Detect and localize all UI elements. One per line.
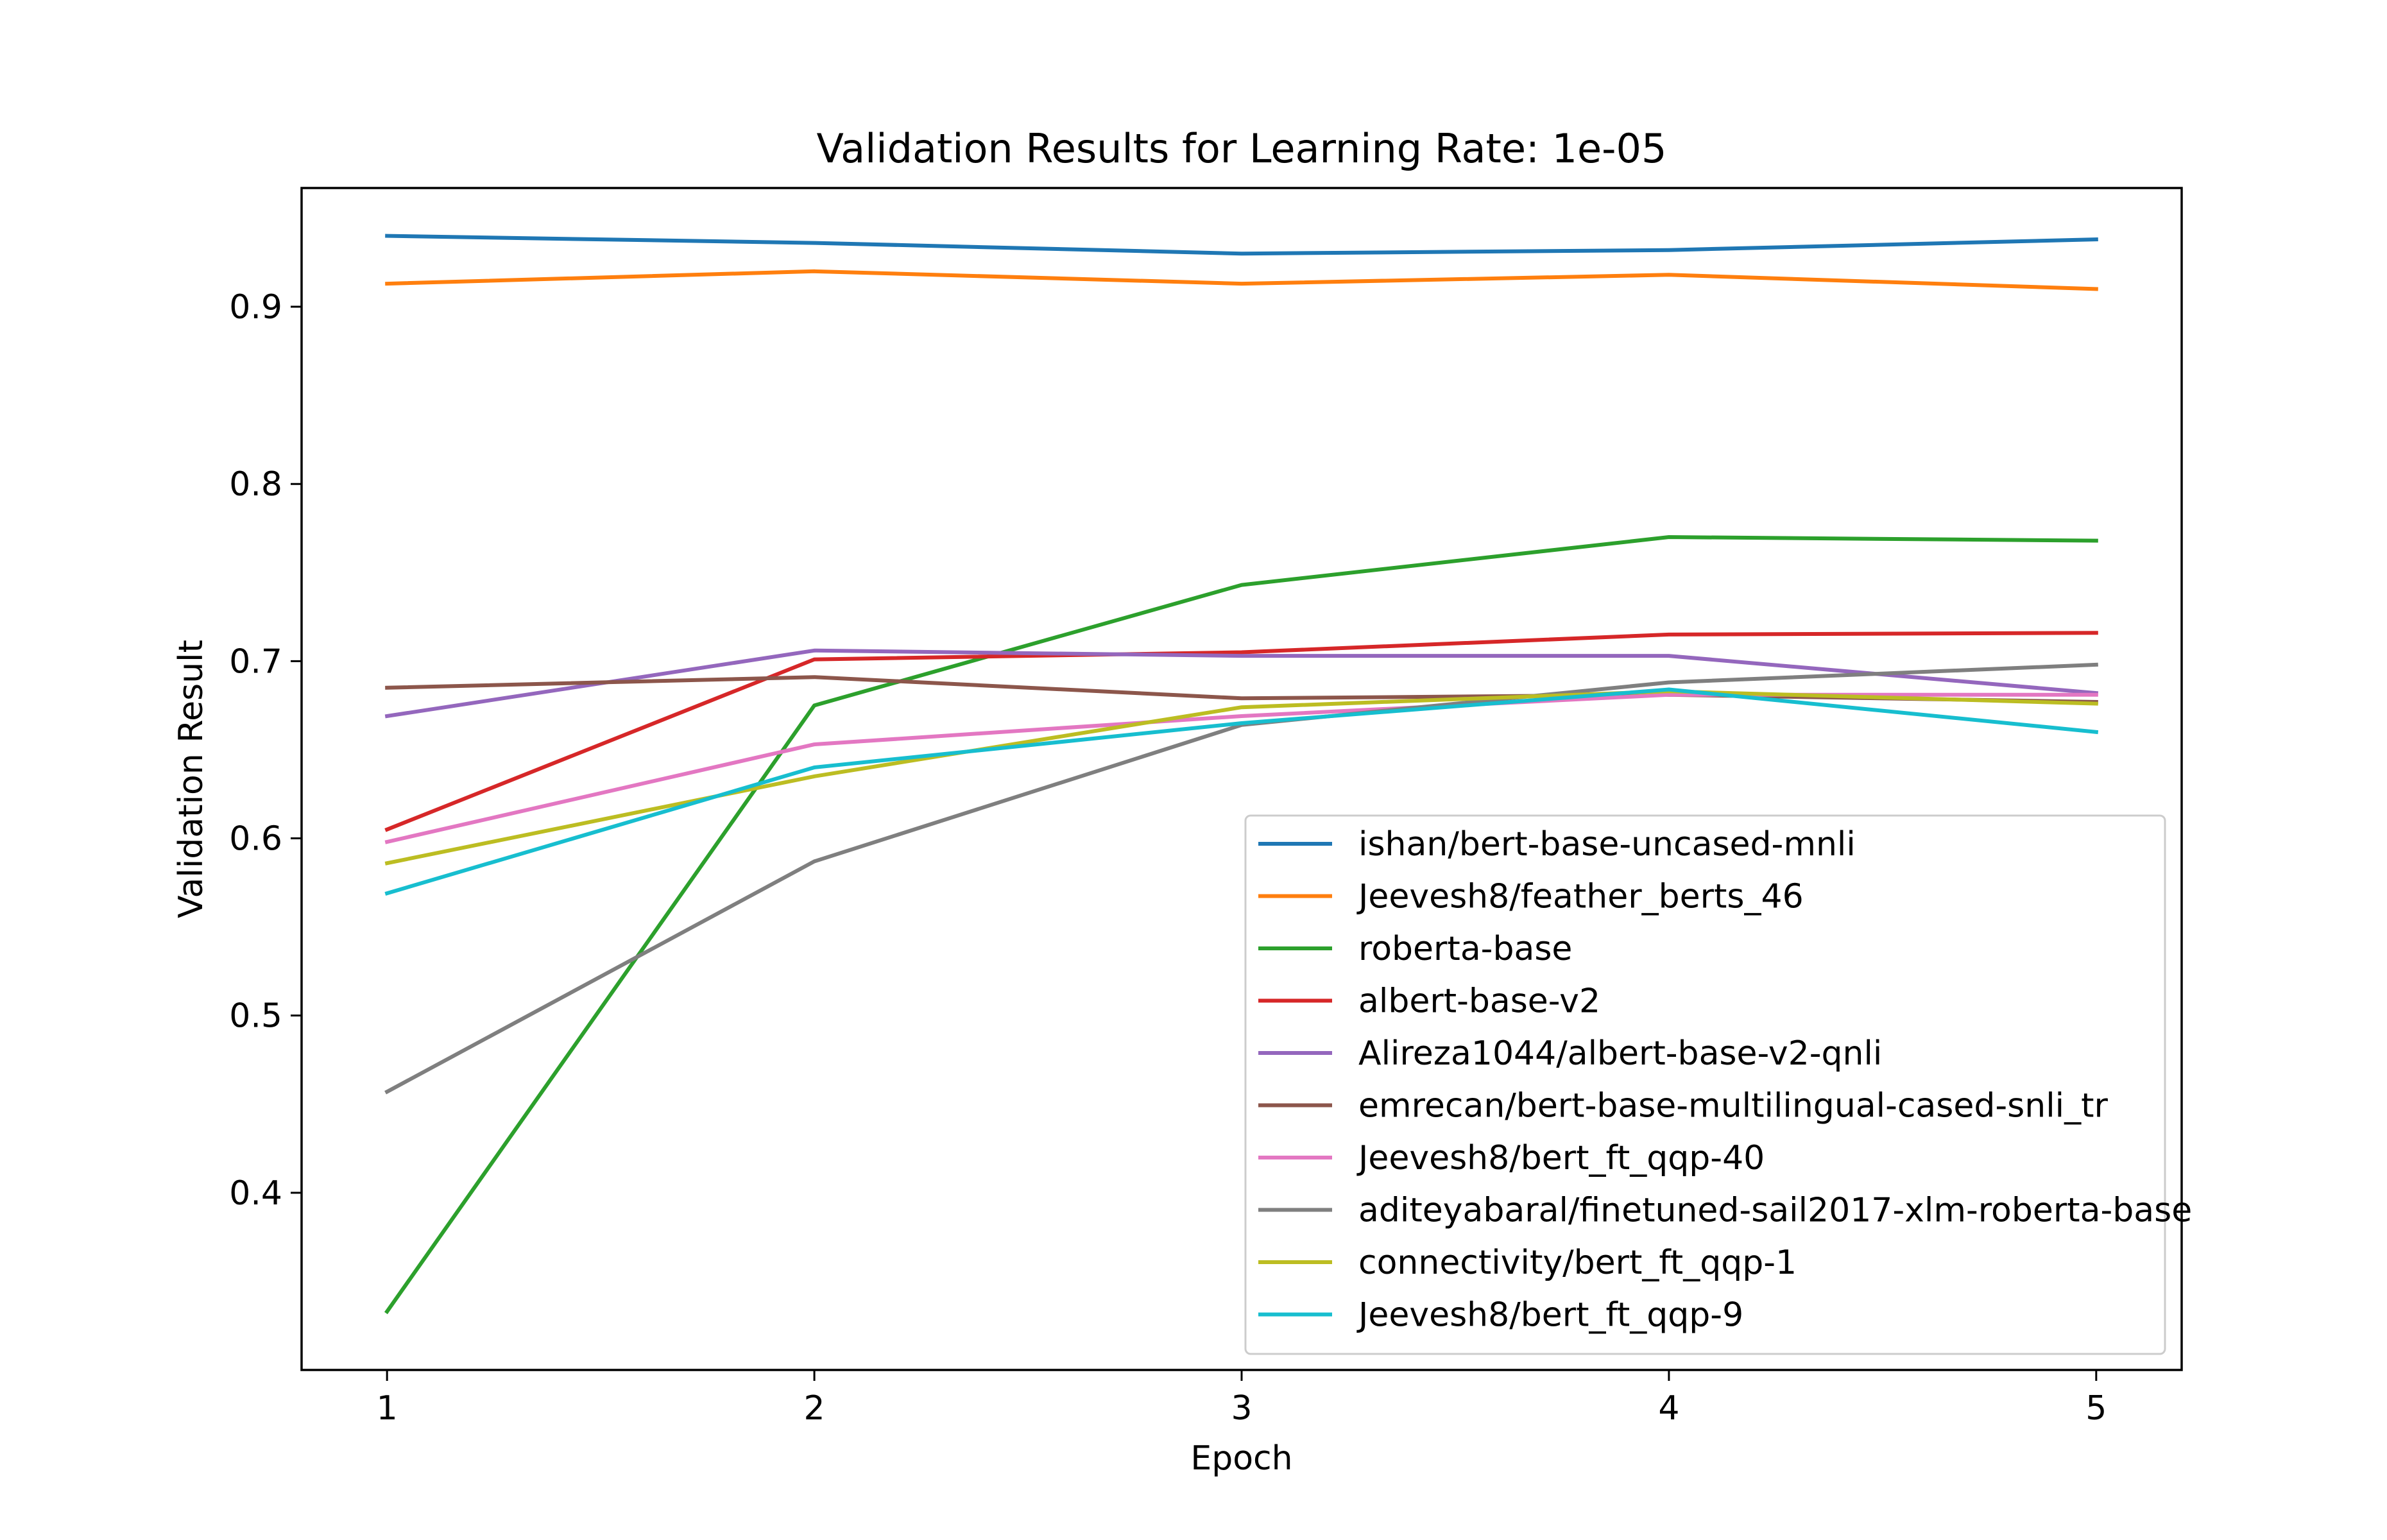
series-line-3 [384,535,2098,1315]
y-tick-label: 0.5 [229,997,282,1036]
x-tick-label: 5 [2085,1389,2107,1428]
x-tick-label: 1 [377,1389,398,1428]
y-tick-label: 0.4 [229,1174,282,1213]
legend-label-9: connectivity/bert_ft_qqp-1 [1358,1244,1797,1282]
series-line-5 [384,648,2099,719]
y-tick-label: 0.6 [229,820,282,859]
legend-label-1: ishan/bert-base-uncased-mnli [1358,825,1856,864]
chart-title: Validation Results for Learning Rate: 1e… [817,125,1667,172]
plot-area [384,234,2099,1315]
series-line-10 [384,687,2099,896]
series-line-2 [385,269,2098,291]
legend-label-5: Alireza1044/albert-base-v2-qnli [1358,1034,1882,1073]
legend-label-2: Jeevesh8/feather_berts_46 [1356,878,1804,916]
legend-label-6: emrecan/bert-base-multilingual-cased-snl… [1358,1087,2108,1125]
x-tick-label: 2 [804,1389,825,1428]
x-axis-label: Epoch [1190,1439,1292,1478]
y-tick-label: 0.8 [229,465,282,504]
series-line-6 [385,675,2098,704]
legend-label-7: Jeevesh8/bert_ft_qqp-40 [1356,1139,1765,1177]
legend-label-3: roberta-base [1358,930,1572,968]
legend-box [1244,814,2166,1355]
legend: ishan/bert-base-uncased-mnli Jeevesh8/fea… [1244,814,2192,1355]
x-tick-label: 4 [1658,1389,1679,1428]
legend-label-8: aditeyabaral/finetuned-sail2017-xlm-robe… [1358,1192,2192,1230]
legend-label-10: Jeevesh8/bert_ft_qqp-9 [1356,1296,1743,1335]
y-axis-label: Validation Result [172,640,210,918]
x-tick-label: 3 [1231,1389,1252,1428]
series-line-1 [385,234,2098,256]
series-line-4 [384,631,2098,832]
legend-label-4: albert-base-v2 [1358,982,1600,1021]
series-line-9 [384,689,2098,866]
y-tick-label: 0.7 [229,642,282,681]
y-tick-label: 0.9 [229,288,282,327]
axes: 1 2 3 4 5 0.4 0.5 0.6 0.7 0.8 0.9 [229,288,2107,1428]
